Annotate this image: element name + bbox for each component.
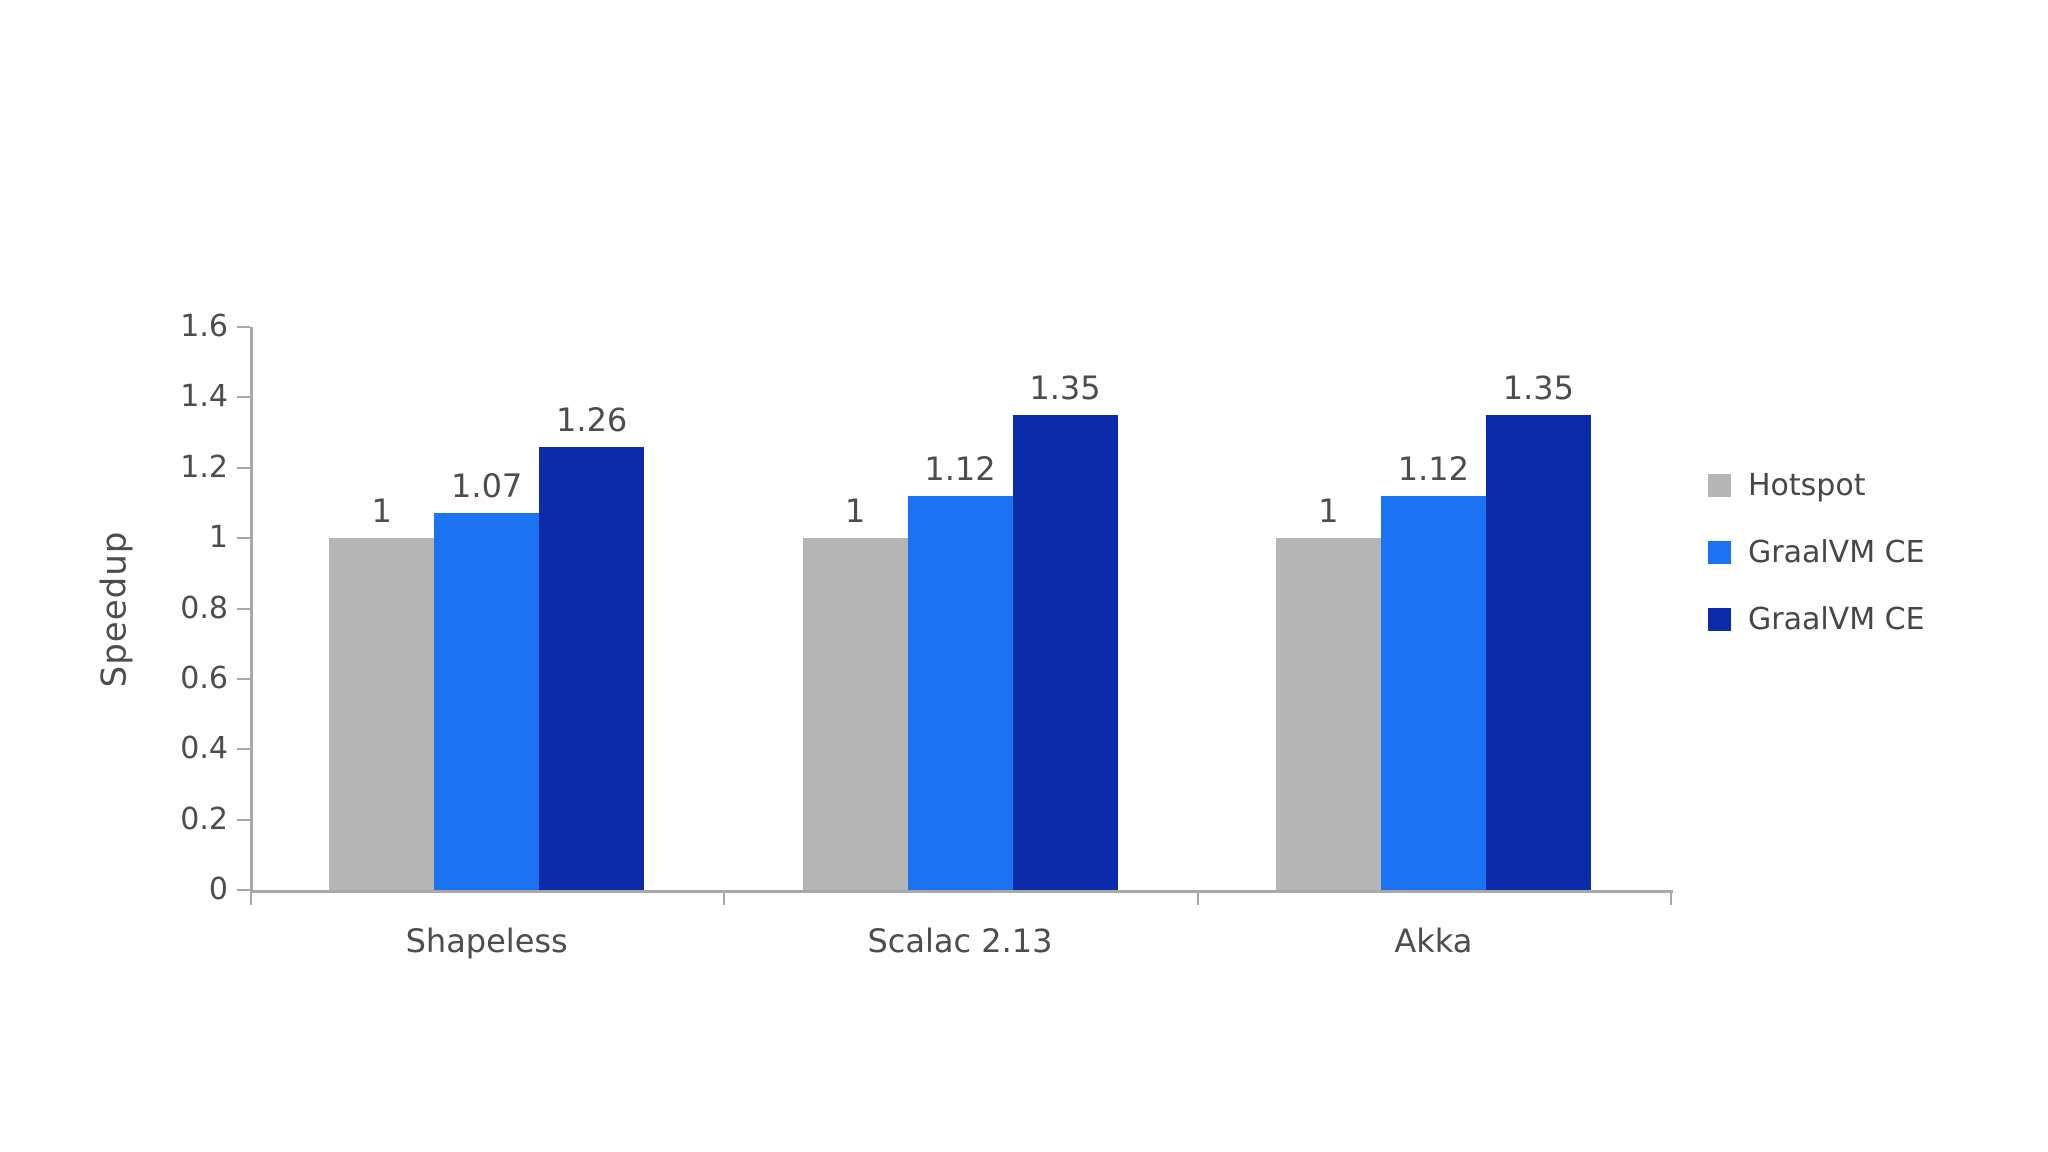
category-label: Scalac 2.13	[867, 922, 1053, 960]
y-tick-mark	[237, 396, 250, 399]
bar-series-1-shapeless	[434, 513, 540, 890]
x-tick-mark	[1670, 893, 1672, 905]
bar-series-0-shapeless	[329, 538, 435, 890]
y-tick-mark	[237, 326, 250, 328]
y-tick-mark	[237, 748, 250, 751]
bar-value-label: 1.35	[1502, 368, 1574, 407]
y-tick-label: 0	[208, 872, 228, 907]
x-tick-mark	[250, 893, 252, 905]
x-tick-mark	[1196, 893, 1199, 905]
bar-value-label: 1.07	[451, 467, 523, 506]
legend-item-1: GraalVM CE	[1708, 534, 1925, 570]
bar-value-label: 1	[1318, 492, 1339, 531]
y-tick-mark	[237, 818, 250, 821]
legend-swatch-icon	[1708, 473, 1731, 497]
bar-series-2-akka	[1485, 414, 1591, 890]
legend-swatch-icon	[1708, 607, 1731, 631]
y-tick-label: 1	[208, 520, 228, 556]
y-tick-label: 1.6	[180, 309, 228, 344]
bar-value-label: 1.26	[556, 400, 628, 439]
bar-value-label: 1	[371, 492, 392, 531]
y-tick-mark	[237, 889, 250, 891]
bar-value-label: 1.35	[1029, 368, 1101, 407]
y-axis-line	[250, 327, 253, 893]
y-tick-mark	[237, 466, 250, 469]
legend-item-0: Hotspot	[1708, 467, 1925, 503]
y-tick-mark	[237, 677, 250, 680]
y-tick-label: 0.8	[180, 590, 228, 626]
bar-value-label: 1	[844, 492, 866, 531]
bar-value-label: 1.12	[1397, 449, 1469, 488]
legend-label: GraalVM CE	[1748, 534, 1925, 570]
y-tick-label: 1.4	[180, 379, 228, 415]
x-axis-line	[250, 890, 1673, 893]
y-tick-label: 0.4	[180, 731, 228, 767]
y-tick-label: 0.6	[180, 660, 228, 696]
bar-value-label: 1.12	[924, 449, 996, 488]
y-tick-label: 0.2	[180, 801, 228, 837]
bar-series-1-akka	[1380, 495, 1486, 890]
legend-item-2: GraalVM CE	[1708, 601, 1925, 637]
bar-series-0-scalac-2-13	[802, 538, 908, 890]
legend-label: GraalVM CE	[1748, 601, 1925, 637]
legend-label: Hotspot	[1748, 467, 1866, 503]
legend-swatch-icon	[1708, 540, 1731, 564]
bar-series-0-akka	[1275, 538, 1381, 890]
y-tick-label: 1.2	[180, 449, 228, 485]
category-label: Shapeless	[405, 922, 568, 960]
category-label: Akka	[1394, 922, 1473, 960]
bar-series-2-shapeless	[539, 446, 645, 890]
bar-series-1-scalac-2-13	[907, 495, 1013, 890]
y-tick-mark	[237, 607, 250, 610]
x-tick-mark	[723, 893, 726, 905]
legend: Hotspot GraalVM CE GraalVM CE	[1708, 468, 1925, 669]
bar-series-2-scalac-2-13	[1012, 414, 1118, 890]
y-tick-mark	[237, 537, 250, 540]
